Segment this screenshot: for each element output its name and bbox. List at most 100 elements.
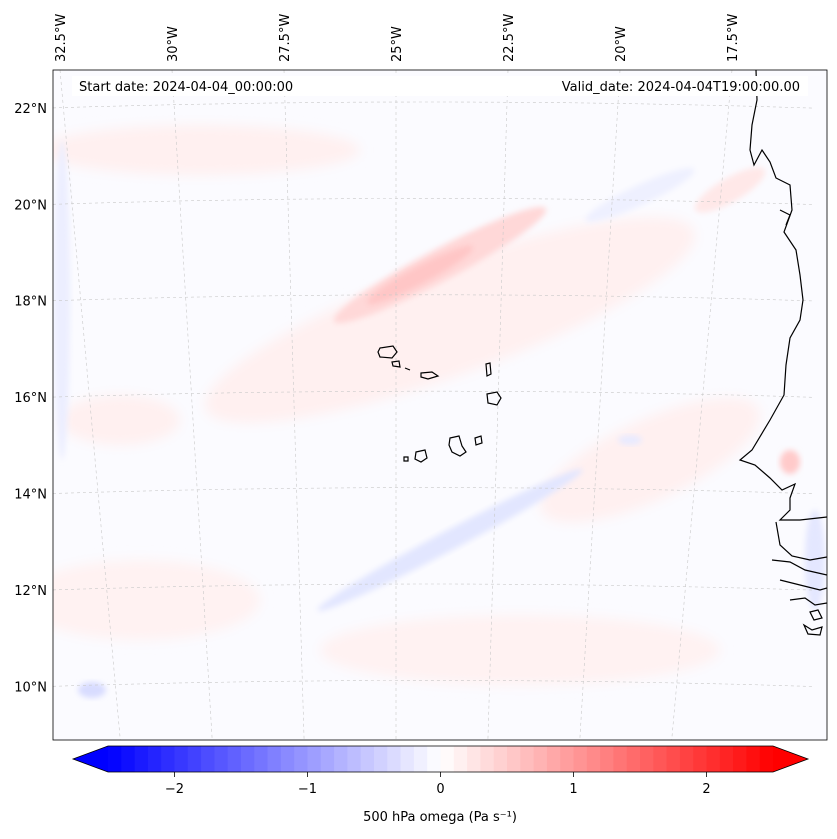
africa-coastline xyxy=(779,579,827,591)
longitude-tick-label: 20°W xyxy=(614,26,629,62)
header-background xyxy=(72,76,808,96)
sal-island xyxy=(485,362,492,377)
omega-positive-area xyxy=(53,560,260,640)
longitude-tick-label: 25°W xyxy=(390,26,405,62)
colorbar-cell xyxy=(214,746,229,772)
colorbar-cell xyxy=(746,746,761,772)
gridlines xyxy=(53,70,814,740)
africa-coastline xyxy=(771,559,827,576)
latitude-tick-label: 16°N xyxy=(14,391,47,406)
colorbar-cell xyxy=(546,746,561,772)
meridian-gridline xyxy=(171,70,213,740)
omega-positive-core xyxy=(780,450,800,474)
longitude-tick-label: 30°W xyxy=(166,26,181,62)
colorbar-cell xyxy=(360,746,375,772)
colorbar-cell xyxy=(480,746,495,772)
colorbar-cell xyxy=(533,746,548,772)
bijagos-island xyxy=(809,609,823,621)
africa-coastline xyxy=(779,209,791,226)
colorbar-cell xyxy=(334,746,348,772)
omega-field xyxy=(53,125,825,698)
latitude-tick-label: 18°N xyxy=(14,295,47,310)
meridian-gridline xyxy=(59,70,121,740)
colorbar-cell xyxy=(413,746,428,772)
colorbar-cell xyxy=(161,746,175,772)
colorbar-cell xyxy=(666,746,681,772)
colorbar-cell xyxy=(693,746,707,772)
longitude-labels: 32.5°W 30°W 27.5°W 25°W 22.5°W 20°W 17.5°W xyxy=(54,14,741,62)
sao-nicolau-island xyxy=(420,371,440,380)
omega-negative-band xyxy=(54,140,70,460)
omega-negative-spot xyxy=(618,435,642,445)
parallel-gridline xyxy=(53,583,814,591)
latitude-tick-label: 20°N xyxy=(14,198,47,213)
omega-positive-core xyxy=(366,245,474,305)
colorbar-cell xyxy=(108,746,122,772)
colorbar-cell xyxy=(147,746,162,772)
africa-coastline xyxy=(789,597,827,606)
colorbar-cell xyxy=(280,746,295,772)
omega-negative-band xyxy=(585,168,695,222)
santiago-island xyxy=(448,435,467,457)
colorbar-cell xyxy=(759,746,774,772)
parallel-gridline xyxy=(53,390,814,398)
colorbar-cell xyxy=(347,746,362,772)
longitude-tick-label: 17.5°W xyxy=(726,14,741,62)
colorbar-cell xyxy=(706,746,721,772)
colorbar-cell xyxy=(586,746,601,772)
colorbar-cell xyxy=(307,746,322,772)
boa-vista-island xyxy=(486,391,502,406)
africa-coastline xyxy=(738,70,827,521)
sao-vicente-island xyxy=(391,360,401,368)
colorbar-cell xyxy=(267,746,282,772)
colorbar-cell xyxy=(227,746,242,772)
colorbar-cell xyxy=(294,746,308,772)
latitude-tick-label: 22°N xyxy=(14,102,47,117)
meridian-gridline xyxy=(283,70,305,740)
longitude-tick-label: 27.5°W xyxy=(278,14,293,62)
colorbar-cell xyxy=(733,746,747,772)
parallel-gridline xyxy=(53,680,814,687)
colorbar-extend-high xyxy=(773,746,808,772)
santa-luzia-island xyxy=(404,367,411,371)
maio-island xyxy=(474,435,483,446)
colorbar-cell xyxy=(254,746,269,772)
colorbar-cell xyxy=(600,746,614,772)
meridian-gridline xyxy=(487,70,509,740)
omega-positive-area xyxy=(53,125,360,175)
longitude-tick-label: 32.5°W xyxy=(54,14,69,62)
meridian-gridline xyxy=(579,70,621,740)
colorbar-tick-label: 0 xyxy=(436,782,444,797)
colorbar-cell xyxy=(653,746,668,772)
colorbar-cell xyxy=(201,746,215,772)
latitude-tick-label: 14°N xyxy=(14,488,47,503)
map-frame xyxy=(52,69,828,741)
colorbar-cell xyxy=(520,746,535,772)
colorbar-cell xyxy=(174,746,189,772)
omega-negative-band xyxy=(805,510,825,610)
latitude-labels: 22°N 20°N 18°N 16°N 14°N 12°N 10°N xyxy=(14,102,47,695)
colorbar-tick-label: 2 xyxy=(702,782,710,797)
map-panel[interactable]: Start date: 2024-04-04_00:00:00 Valid_da… xyxy=(20,69,828,741)
colorbar-cell xyxy=(427,746,441,772)
colorbar-cell xyxy=(573,746,588,772)
bijagos-island xyxy=(802,623,823,636)
colorbar-cell xyxy=(187,746,202,772)
latitude-tick-label: 12°N xyxy=(14,584,47,599)
colorbar-cell xyxy=(679,746,694,772)
omega-positive-area xyxy=(204,217,696,423)
parallel-gridline xyxy=(53,294,814,302)
colorbar-cell xyxy=(453,746,468,772)
parallel-gridline xyxy=(53,101,814,109)
fogo-island xyxy=(414,449,428,463)
colorbar-cell xyxy=(374,746,388,772)
brava-island xyxy=(403,456,409,462)
colorbar-cell xyxy=(134,746,149,772)
colorbar-cells xyxy=(108,746,774,772)
coastlines xyxy=(377,70,827,636)
colorbar-cell xyxy=(400,746,415,772)
start-date-label: Start date: 2024-04-04_00:00:00 xyxy=(79,80,293,95)
santo-antao-island xyxy=(377,345,398,359)
colorbar-cell xyxy=(640,746,654,772)
